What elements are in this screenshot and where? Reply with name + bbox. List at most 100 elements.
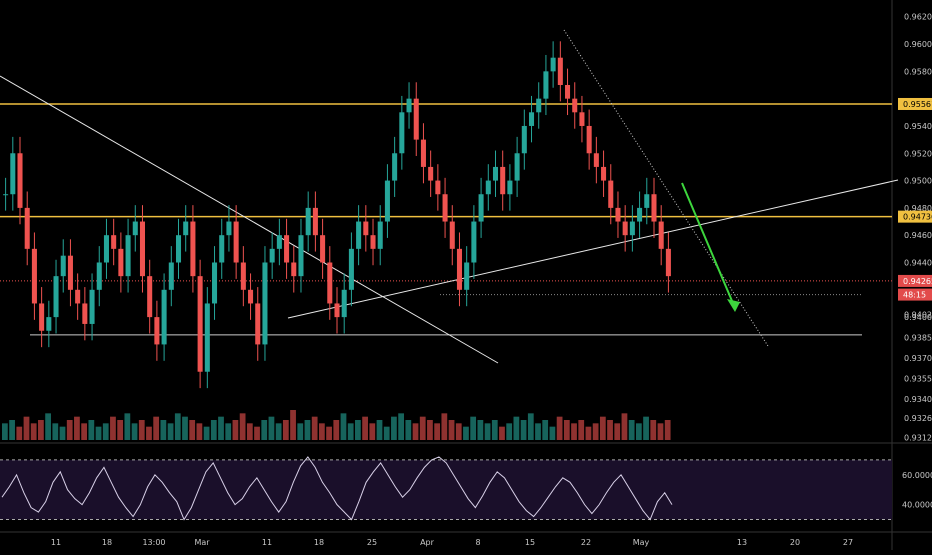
volume-bar [657, 423, 664, 440]
volume-bar [66, 420, 73, 440]
candle-body [528, 112, 535, 126]
volume-bar [23, 416, 30, 440]
volume-bar [484, 423, 491, 440]
candle-body [60, 255, 66, 277]
volume-bar [326, 426, 332, 440]
volume-bar [311, 416, 318, 440]
candle-body [132, 221, 138, 236]
candle-body [471, 221, 477, 263]
volume-bar [419, 416, 426, 440]
volume-bar [88, 420, 95, 440]
volume-bar [477, 420, 484, 440]
candle-body [550, 57, 556, 72]
x-tick-label: May [633, 538, 650, 547]
volume-bar [650, 420, 657, 440]
volume-bar [232, 420, 239, 440]
candle-body [593, 153, 599, 167]
price-label-box [898, 210, 932, 223]
descending-trendline[interactable] [0, 75, 499, 364]
price-label-text: 0.94265 [903, 277, 932, 286]
ascending-trendline[interactable] [287, 179, 899, 319]
candle-body [111, 235, 117, 249]
rsi-tick-label: 60.0000 [902, 471, 932, 480]
candle-body [565, 85, 571, 99]
volume-bar [318, 423, 325, 440]
candle-body [291, 262, 297, 277]
candle-body [96, 262, 102, 290]
candle-body [305, 207, 311, 236]
price-label-text: 0.95561 [903, 100, 932, 109]
volume-bar [246, 423, 253, 440]
volume-bar [290, 410, 296, 440]
volume-bar [9, 420, 15, 440]
candle-body [637, 207, 643, 222]
volume-bar [124, 413, 131, 440]
candle-body [478, 194, 484, 222]
candle-body [651, 194, 657, 222]
candle-body [406, 98, 412, 113]
volume-bar [153, 416, 160, 440]
candle-body [226, 221, 232, 236]
candle-body [67, 255, 73, 290]
candle-body [233, 221, 239, 263]
candle-body [500, 166, 506, 195]
candle-body [392, 153, 398, 181]
volume-bar [463, 426, 469, 440]
volume-bar [499, 426, 505, 440]
candle-body [456, 248, 462, 290]
volume-bar [599, 416, 606, 440]
volume-bar [160, 420, 167, 440]
candle-body [449, 221, 455, 249]
candle-body [312, 207, 318, 236]
candle-body [240, 262, 246, 290]
volume-bar [585, 426, 592, 440]
volume-bar [95, 426, 102, 440]
candle-body [118, 248, 124, 277]
volume-bar [412, 423, 419, 440]
candle-body [168, 262, 174, 290]
candle-body [615, 207, 621, 222]
volume-bar [427, 420, 433, 440]
volume-bar [362, 416, 368, 440]
candle-body [586, 125, 592, 154]
forecast-arrow[interactable] [681, 182, 736, 309]
volume-bar [333, 420, 340, 440]
candle-body [82, 303, 88, 324]
candle-body [262, 262, 268, 345]
volume-bar [607, 420, 613, 440]
volume-bar [30, 423, 37, 440]
volume-bar [16, 426, 23, 440]
volume-bar [38, 420, 44, 440]
candle-body [363, 221, 369, 236]
x-tick-label: 20 [790, 538, 800, 547]
volume-bar [203, 426, 210, 440]
candle-body [428, 166, 434, 181]
candle-body [161, 289, 167, 345]
volume-bar [535, 423, 541, 440]
volume-bar [210, 420, 217, 440]
x-tick-label: 18 [314, 538, 324, 547]
candle-body [190, 221, 196, 277]
volume-bar [376, 420, 383, 440]
volume-bar [131, 423, 138, 440]
candle-body [384, 180, 390, 222]
volume-bar [268, 416, 275, 440]
candle-body [175, 235, 182, 263]
candle-body [413, 98, 419, 140]
volume-bar [174, 413, 181, 440]
volume-bar [635, 423, 642, 440]
candle-body [3, 194, 9, 196]
volume-bar [189, 420, 196, 440]
candle-body [601, 166, 607, 181]
candle-body [284, 235, 290, 263]
